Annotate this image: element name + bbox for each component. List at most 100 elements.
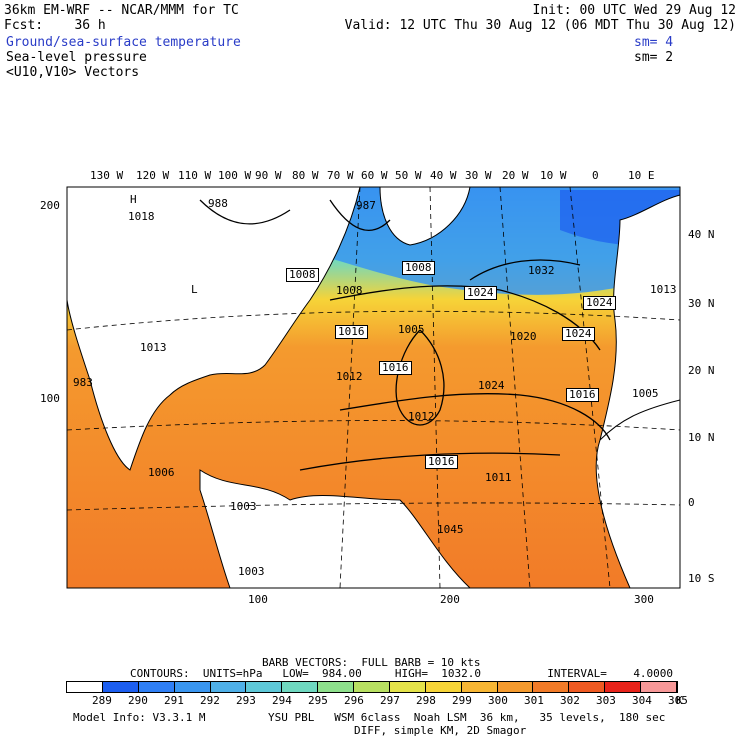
scale-label: 290 <box>128 694 148 707</box>
north-america-land <box>66 186 361 471</box>
init-time: Init: 00 UTC Wed 29 Aug 12 <box>532 3 737 18</box>
pressure-label: 1011 <box>485 471 512 484</box>
pressure-label-boxed: 1024 <box>562 327 595 341</box>
lat-label: 20 N <box>688 364 715 377</box>
lon-label: 30 W <box>465 169 492 182</box>
pressure-label: 1032 <box>528 264 555 277</box>
pressure-label-boxed: 1008 <box>286 268 319 282</box>
field-label-pressure: Sea-level pressure <box>6 50 147 65</box>
lon-label: 10 E <box>628 169 655 182</box>
scale-label: 298 <box>416 694 436 707</box>
lon-label: 50 W <box>395 169 422 182</box>
forecast-hour: Fcst: 36 h <box>4 18 106 33</box>
lon-label: 60 W <box>361 169 388 182</box>
isobars <box>199 199 611 471</box>
pressure-label: 1013 <box>140 341 167 354</box>
pressure-label: 983 <box>73 376 93 389</box>
lat-label: 30 N <box>688 297 715 310</box>
scale-label: 304 <box>632 694 652 707</box>
scale-label: 292 <box>200 694 220 707</box>
pressure-label-boxed: 1016 <box>335 325 368 339</box>
scale-swatch <box>354 682 390 692</box>
scale-label: 299 <box>452 694 472 707</box>
scale-label: 305 <box>668 694 688 707</box>
grid-y-label: 200 <box>40 199 60 212</box>
pressure-label: 1012 <box>408 410 435 423</box>
lon-label: 0 <box>592 169 599 182</box>
scale-label: 294 <box>272 694 292 707</box>
barb-vectors-note: BARB VECTORS: FULL BARB = 10 kts <box>262 656 481 669</box>
field-sm-temperature: sm= 4 <box>634 35 674 50</box>
lon-label: 40 W <box>430 169 457 182</box>
pressure-label-boxed: 1008 <box>402 261 435 275</box>
scale-swatch <box>102 682 139 692</box>
field-label-temperature: Ground/sea-surface temperature <box>6 35 241 50</box>
lon-label: 130 W <box>90 169 124 182</box>
scale-swatch <box>138 682 175 692</box>
scale-unit: K <box>676 694 683 707</box>
scale-label: 296 <box>344 694 364 707</box>
scale-swatch <box>282 682 319 692</box>
pressure-label: 1018 <box>128 210 155 223</box>
pressure-label: 1006 <box>148 466 175 479</box>
pressure-label: 1013 <box>650 283 677 296</box>
scale-label: 289 <box>92 694 112 707</box>
lat-label: 10 S <box>688 572 715 585</box>
pressure-label: 1003 <box>230 500 257 513</box>
scale-swatch <box>569 682 606 692</box>
scale-swatch <box>605 682 641 692</box>
scale-label: 303 <box>596 694 616 707</box>
lon-label: 80 W <box>292 169 319 182</box>
lon-label: 100 W <box>218 169 252 182</box>
pressure-label: H <box>130 193 137 206</box>
contour-info: CONTOURS: UNITS=hPa LOW= 984.00 HIGH= 10… <box>130 667 674 680</box>
scale-label: 291 <box>164 694 184 707</box>
scale-swatch <box>533 682 570 692</box>
pressure-label-boxed: 1016 <box>425 455 458 469</box>
pressure-label: 1012 <box>336 370 363 383</box>
south-america-land <box>199 469 472 589</box>
scale-swatch <box>246 682 283 692</box>
scale-label: 300 <box>488 694 508 707</box>
pressure-label: 1024 <box>478 379 505 392</box>
pressure-label: 1005 <box>632 387 659 400</box>
greenland-land <box>379 186 471 246</box>
pressure-label-boxed: 1016 <box>566 388 599 402</box>
scale-swatch <box>497 682 534 692</box>
pressure-label: 987 <box>356 199 376 212</box>
grid-x-label: 300 <box>634 593 654 606</box>
valid-time: Valid: 12 UTC Thu 30 Aug 12 (06 MDT Thu … <box>344 18 736 33</box>
europe-africa-land <box>595 194 681 589</box>
scale-swatch <box>389 682 426 692</box>
temperature-scale-labels: 289 290 291 292 293 294 295 296 297 298 299 300 301 3… <box>66 694 688 707</box>
pressure-label-boxed: 1016 <box>379 361 412 375</box>
pressure-label: 1003 <box>238 565 265 578</box>
scale-swatch <box>67 682 103 692</box>
lon-label: 10 W <box>540 169 567 182</box>
temperature-color-scale <box>66 681 678 693</box>
scale-swatch <box>210 682 247 692</box>
lon-label: 90 W <box>255 169 282 182</box>
pressure-label: 1045 <box>437 523 464 536</box>
grid-x-label: 100 <box>248 593 268 606</box>
model-title: 36km EM-WRF -- NCAR/MMM for TC <box>4 3 239 18</box>
lat-label: 40 N <box>688 228 715 241</box>
graticule <box>66 186 681 589</box>
scale-label: 295 <box>308 694 328 707</box>
scale-swatch <box>318 682 354 692</box>
model-info: Model Info: V3.3.1 M <box>73 711 206 724</box>
field-label-vectors: <U10,V10> Vectors <box>6 65 140 80</box>
pressure-label: 1020 <box>510 330 537 343</box>
lon-label: 120 W <box>136 169 170 182</box>
map-frame <box>66 186 681 589</box>
grid-x-label: 200 <box>440 593 460 606</box>
scale-swatch <box>641 682 677 692</box>
scale-swatch <box>425 682 462 692</box>
pressure-label-boxed: 1024 <box>464 286 497 300</box>
scale-swatch <box>461 682 498 692</box>
pressure-label: 1008 <box>336 284 363 297</box>
lon-label: 20 W <box>502 169 529 182</box>
pressure-label: 988 <box>208 197 228 210</box>
pressure-label: 1005 <box>398 323 425 336</box>
